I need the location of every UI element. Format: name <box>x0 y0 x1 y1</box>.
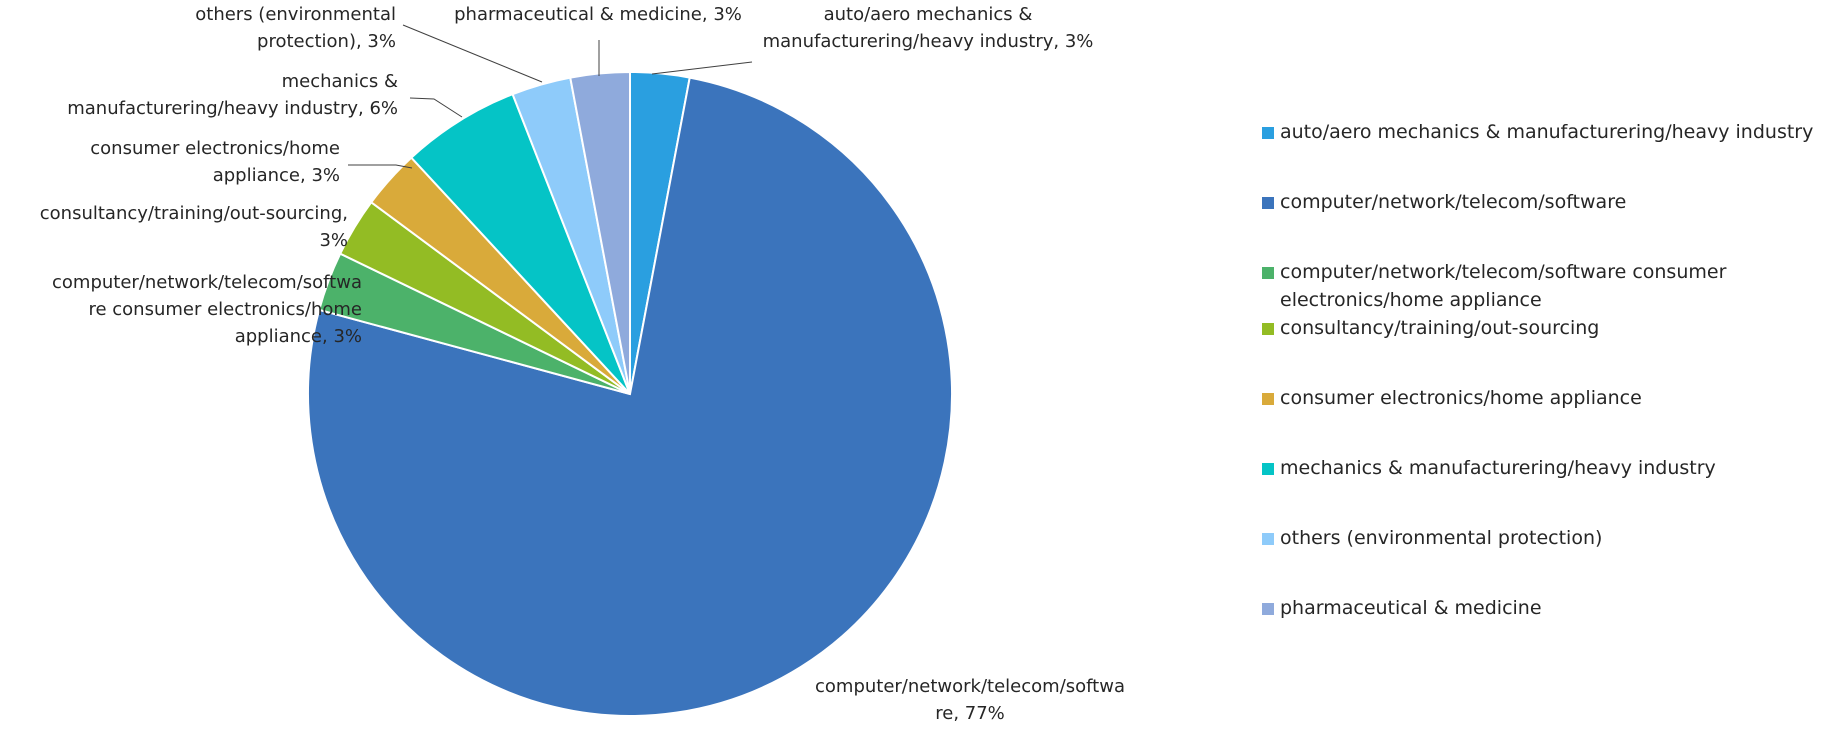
legend-label: consultancy/training/out-sourcing <box>1280 317 1600 339</box>
data-label: consumer electronics/home appliance, 3% <box>90 138 340 186</box>
legend-swatch <box>1262 197 1274 209</box>
legend-item: auto/aero mechanics & manufacturering/he… <box>1262 118 1839 146</box>
legend-item: consultancy/training/out-sourcing <box>1262 314 1839 342</box>
legend-label: pharmaceutical & medicine <box>1280 597 1542 619</box>
data-label: pharmaceutical & medicine, 3% <box>454 4 742 25</box>
legend-item: computer/network/telecom/software consum… <box>1262 258 1839 314</box>
pie-slice <box>409 92 631 395</box>
leader-line <box>348 164 413 169</box>
legend-item: consumer electronics/home appliance <box>1262 384 1839 412</box>
legend-label: consumer electronics/home appliance <box>1280 387 1642 409</box>
legend-swatch <box>1262 323 1274 335</box>
data-label: auto/aero mechanics & manufacturering/hea… <box>763 4 1094 52</box>
data-label: computer/network/telecom/softwa re consum… <box>52 272 362 347</box>
leader-line <box>402 24 543 83</box>
legend-label: computer/network/telecom/software <box>1280 191 1627 213</box>
data-labels: auto/aero mechanics & manufacturering/hea… <box>40 4 1125 724</box>
leader-lines <box>348 24 753 169</box>
legend-item: others (environmental protection) <box>1262 524 1839 552</box>
legend-swatch <box>1262 533 1274 545</box>
legend-swatch <box>1262 463 1274 475</box>
legend-label: auto/aero mechanics & manufacturering/he… <box>1280 121 1814 143</box>
leader-line <box>409 97 463 118</box>
data-label: computer/network/telecom/softwa re, 77% <box>815 676 1125 724</box>
pie-slices <box>307 70 953 717</box>
data-label: mechanics & manufacturering/heavy industr… <box>67 71 398 119</box>
legend-swatch <box>1262 603 1274 615</box>
legend-item: pharmaceutical & medicine <box>1262 594 1839 622</box>
data-label: consultancy/training/out-sourcing, 3% <box>40 203 348 251</box>
legend-item: mechanics & manufacturering/heavy indust… <box>1262 454 1839 482</box>
data-label: others (environmental protection), 3% <box>195 4 396 52</box>
legend-swatch <box>1262 393 1274 405</box>
legend-swatch <box>1262 127 1274 139</box>
pie-slice <box>307 76 953 717</box>
legend-swatch <box>1262 267 1274 279</box>
legend-label: others (environmental protection) <box>1280 527 1603 549</box>
leader-line <box>651 61 753 75</box>
pie-slice <box>569 70 631 395</box>
legend-label: mechanics & manufacturering/heavy indust… <box>1280 457 1716 479</box>
legend-label: computer/network/telecom/software consum… <box>1280 261 1727 311</box>
legend-item: computer/network/telecom/software <box>1262 188 1839 216</box>
